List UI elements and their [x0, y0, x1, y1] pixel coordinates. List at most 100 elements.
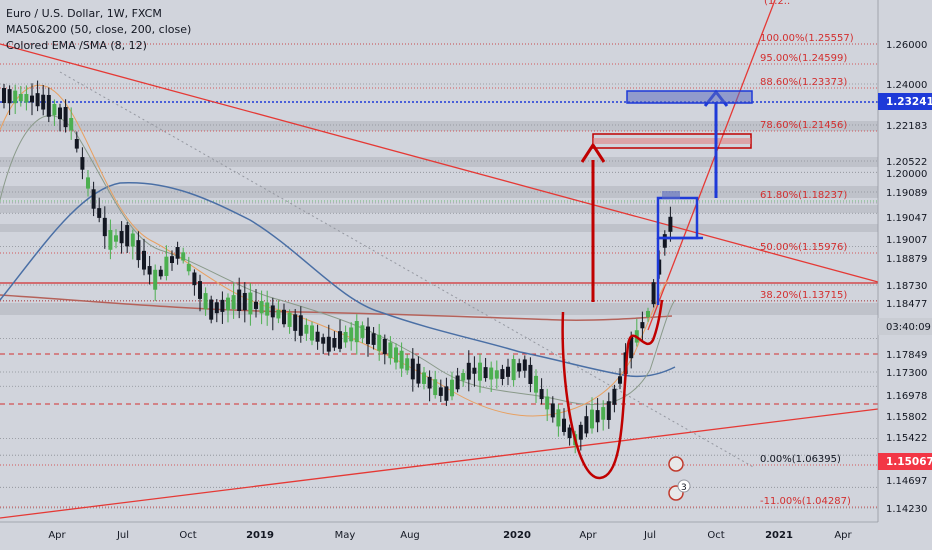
- event-flag-icon: [668, 456, 684, 472]
- candle-body: [438, 387, 443, 396]
- candle-body: [338, 331, 342, 349]
- target-box-red-fill: [593, 138, 751, 144]
- candle-body: [74, 139, 79, 149]
- price-axis-label: 1.18477: [886, 299, 927, 310]
- price-axis-label: 1.14697: [886, 476, 927, 487]
- candle: [511, 355, 516, 387]
- candle-body: [360, 325, 365, 338]
- candle: [226, 293, 230, 323]
- candle-body: [35, 93, 40, 107]
- candle: [130, 229, 135, 260]
- candle: [231, 283, 236, 319]
- timer-tag: [878, 318, 932, 335]
- price-axis-label: 1.19089: [886, 188, 927, 199]
- candle-body: [108, 230, 113, 250]
- candle: [500, 364, 505, 386]
- candle-body: [30, 95, 34, 103]
- candle: [606, 392, 611, 429]
- fib-label: 38.20%(1.13715): [760, 290, 847, 301]
- candle-body: [472, 367, 477, 374]
- candle: [164, 245, 169, 281]
- price-axis-label: 1.22183: [886, 121, 927, 132]
- candle: [102, 206, 107, 249]
- candle: [349, 322, 354, 351]
- candle-body: [186, 263, 191, 272]
- candle: [265, 290, 270, 326]
- current-price-tag: [878, 93, 932, 110]
- candle: [427, 370, 432, 402]
- candle: [147, 255, 152, 285]
- candle-body: [601, 407, 606, 420]
- candle: [186, 256, 191, 276]
- time-axis-label: Oct: [179, 530, 196, 541]
- candle: [2, 83, 6, 109]
- candle-body: [86, 177, 90, 189]
- legend-symbol: Euro / U.S. Dollar, 1W, FXCM: [6, 7, 162, 20]
- candle-body: [259, 301, 264, 314]
- candle: [662, 230, 667, 256]
- candle-body: [450, 379, 454, 397]
- candle: [595, 398, 600, 433]
- candle-body: [102, 217, 107, 237]
- candle-body: [242, 292, 247, 311]
- time-axis-label: Jul: [116, 530, 129, 541]
- candle: [13, 84, 18, 114]
- candle: [388, 336, 393, 365]
- candle-body: [618, 376, 622, 384]
- candle: [35, 80, 40, 112]
- timer-label: 03:40:09: [886, 322, 931, 333]
- chart-legend: Euro / U.S. Dollar, 1W, FXCM MA50&200 (5…: [6, 6, 191, 54]
- candle-body: [466, 362, 471, 380]
- candle-body: [97, 208, 102, 218]
- candle: [522, 355, 527, 378]
- candle: [158, 265, 163, 280]
- candle-body: [2, 88, 6, 103]
- candle: [214, 299, 219, 323]
- event-count-text: 3: [681, 483, 687, 493]
- candle-body: [455, 375, 460, 390]
- candle-body: [298, 315, 303, 336]
- candle-body: [578, 424, 583, 440]
- candle: [483, 357, 488, 382]
- level-band: [0, 205, 878, 213]
- candle-body: [91, 189, 96, 209]
- candle: [550, 396, 555, 423]
- candle-body: [304, 324, 309, 334]
- candle: [416, 356, 421, 388]
- candle-body: [366, 326, 370, 345]
- candle-body: [130, 233, 135, 247]
- time-axis-label: Oct: [707, 530, 724, 541]
- candle: [450, 371, 454, 401]
- candle: [326, 324, 331, 356]
- flag-mark: [662, 191, 680, 199]
- price-axis-label: 1.14230: [886, 504, 927, 515]
- candle-body: [18, 93, 23, 102]
- candle: [254, 289, 258, 318]
- candle: [259, 290, 264, 325]
- legend-ema: Colored EMA /SMA (8, 12): [6, 39, 147, 52]
- fib-top-label: (1.2..: [764, 0, 790, 7]
- time-axis-label: 2020: [503, 530, 531, 541]
- time-axis-label: Aug: [400, 530, 420, 541]
- candle-body: [522, 359, 527, 371]
- price-axis-label: 1.15802: [886, 412, 927, 423]
- candle-body: [276, 309, 281, 319]
- candle: [534, 369, 538, 404]
- candle: [489, 361, 494, 392]
- candle: [668, 206, 673, 242]
- fib-label: -11.00%(1.04287): [760, 496, 851, 507]
- lower-price-label: 1.15067: [886, 456, 932, 468]
- candle-body: [483, 367, 488, 379]
- candle: [52, 99, 57, 126]
- candle-body: [416, 363, 421, 384]
- candle: [58, 103, 62, 132]
- candle: [69, 107, 74, 140]
- candle: [203, 287, 208, 316]
- candle-body: [550, 403, 555, 418]
- candle-body: [545, 396, 550, 410]
- candle-body: [119, 230, 124, 244]
- candle-body: [164, 256, 169, 276]
- level-band: [0, 121, 878, 131]
- price-axis-label: 1.19007: [886, 235, 927, 246]
